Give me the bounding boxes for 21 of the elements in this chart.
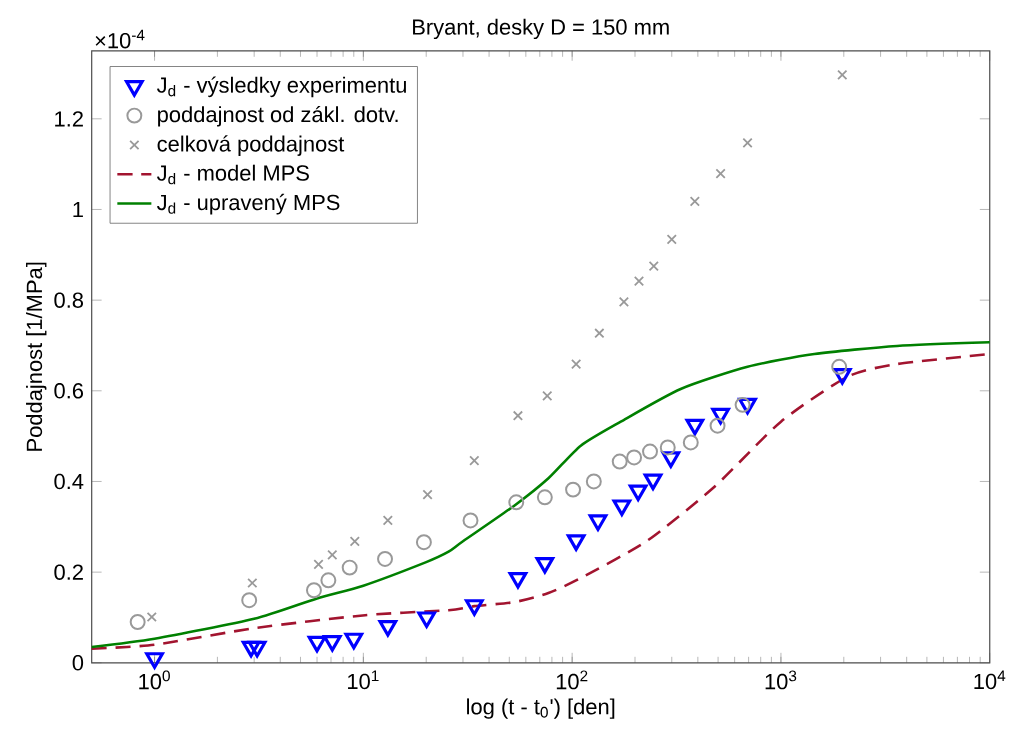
x-tick-label: 10$^{3}$ bbox=[765, 670, 797, 690]
y-tick-label: 0.2 bbox=[54, 564, 83, 580]
chart-title: Bryant, desky D = 150 mm bbox=[413, 18, 669, 39]
y-tick-label: 0 bbox=[72, 654, 84, 671]
legend-label: celková poddajnost bbox=[157, 135, 345, 156]
y-tick-label: 0.6 bbox=[54, 382, 84, 399]
y-tick-label: 1.2 bbox=[55, 110, 83, 127]
text: ×10$^{-4}$ bbox=[95, 29, 145, 49]
y-tick-label: 1 bbox=[73, 201, 83, 217]
legend-label: J$_{d}$ - výsledky experimentu bbox=[156, 76, 406, 97]
x-axis-title: log (t - t$_{0}$') [den] bbox=[467, 698, 615, 719]
y-tick-label: 0.4 bbox=[54, 473, 84, 489]
legend-label: poddajnost od zákl. dotv. bbox=[158, 105, 398, 127]
x-tick-label: 10$^{1}$ bbox=[348, 670, 379, 689]
legend-label: J$_{d}$ - model MPS bbox=[156, 164, 309, 185]
x-tick-label: 10$^{2}$ bbox=[556, 670, 588, 690]
y-tick-label: 0.8 bbox=[54, 292, 84, 308]
legend-label: J$_{d}$ - upravený MPS bbox=[156, 193, 340, 215]
y-axis-title: Poddajnost [1/MPa] bbox=[26, 262, 47, 451]
x-tick-label: 10$^{4}$ bbox=[974, 670, 1006, 689]
x-tick-label: 10$^{0}$ bbox=[139, 670, 170, 690]
